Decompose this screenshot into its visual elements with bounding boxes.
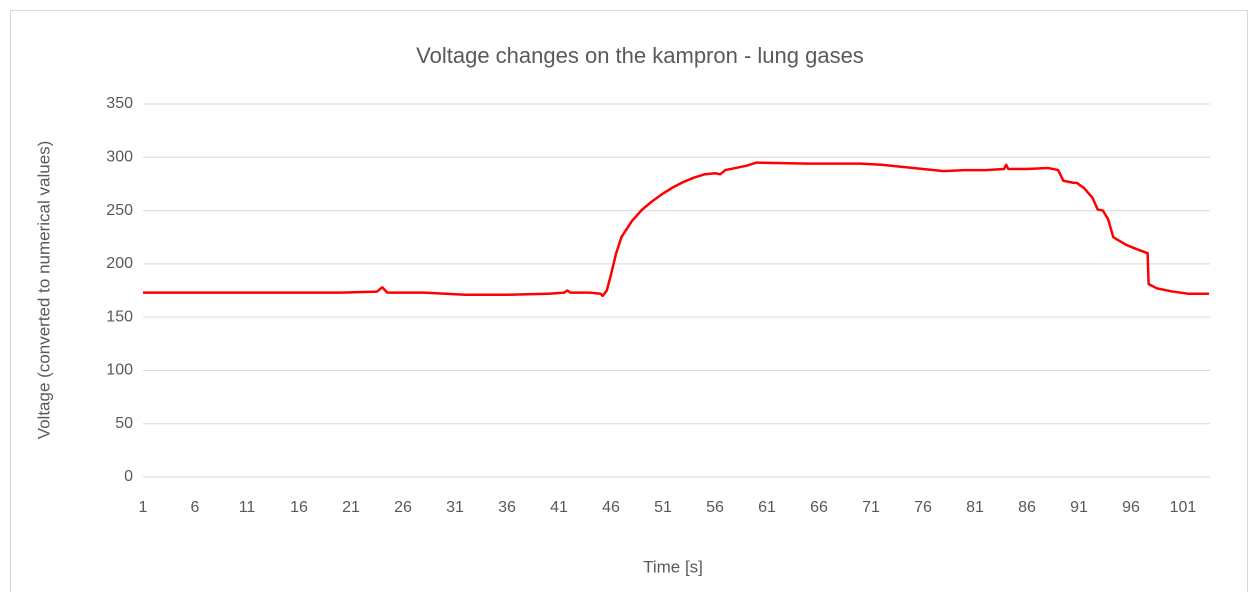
data-line (143, 161, 1209, 298)
x-tick-label: 36 (498, 499, 516, 516)
y-tick-label: 200 (106, 255, 133, 272)
chart-frame (10, 10, 1248, 592)
x-tick-label: 21 (342, 499, 360, 516)
y-tick-label: 250 (106, 202, 133, 219)
x-tick-label: 31 (446, 499, 464, 516)
x-tick-label: 26 (394, 499, 412, 516)
x-tick-label: 41 (550, 499, 568, 516)
y-axis-label: Voltage (converted to numerical values) (34, 141, 53, 440)
x-tick-label: 1 (139, 499, 148, 516)
x-tick-label: 11 (239, 499, 256, 516)
x-tick-label: 61 (758, 499, 776, 516)
x-tick-label: 66 (810, 499, 828, 516)
x-tick-label: 81 (966, 499, 984, 516)
y-tick-label: 350 (106, 95, 133, 112)
x-axis-label: Time [s] (643, 557, 703, 576)
y-tick-label: 50 (115, 415, 133, 432)
y-tick-label: 150 (106, 308, 133, 325)
y-tick-label: 0 (124, 468, 133, 485)
x-tick-label: 71 (862, 499, 880, 516)
x-tick-label: 91 (1070, 499, 1088, 516)
x-tick-label: 76 (914, 499, 932, 516)
x-tick-label: 101 (1170, 499, 1197, 516)
x-tick-label: 56 (706, 499, 724, 516)
x-tick-label: 86 (1018, 499, 1036, 516)
chart-title: Voltage changes on the kampron - lung ga… (416, 43, 864, 68)
y-tick-label: 300 (106, 149, 133, 166)
x-tick-label: 6 (191, 499, 200, 516)
y-tick-label: 100 (106, 362, 133, 379)
x-tick-label: 51 (654, 499, 672, 516)
x-tick-label: 46 (602, 499, 620, 516)
x-tick-label: 96 (1122, 499, 1140, 516)
x-tick-label: 16 (290, 499, 308, 516)
